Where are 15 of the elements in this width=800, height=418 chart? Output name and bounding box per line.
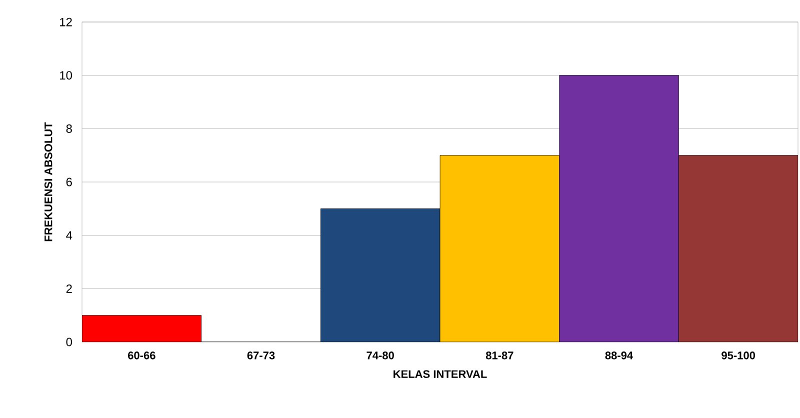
y-tick-label: 6	[66, 178, 72, 186]
x-axis-title: KELAS INTERVAL	[394, 370, 487, 378]
y-tick-label: 8	[66, 124, 72, 133]
y-tick-label: 4	[66, 231, 72, 240]
y-axis-title: FREKUENSI ABSOLUT	[44, 122, 52, 242]
y-tick-label: 10	[60, 71, 72, 80]
y-tick-label: 0	[66, 338, 72, 346]
y-tick-label: 2	[66, 284, 72, 293]
y-tick-label: 12	[60, 18, 72, 26]
x-tick-label: 95-100	[722, 352, 755, 360]
x-tick-label: 88-94	[605, 352, 634, 360]
x-tick-label: 67-73	[247, 352, 275, 360]
x-tick-label: 74-80	[366, 352, 394, 360]
x-tick-label: 81-87	[486, 352, 514, 360]
x-tick-label: 60-66	[128, 352, 156, 360]
